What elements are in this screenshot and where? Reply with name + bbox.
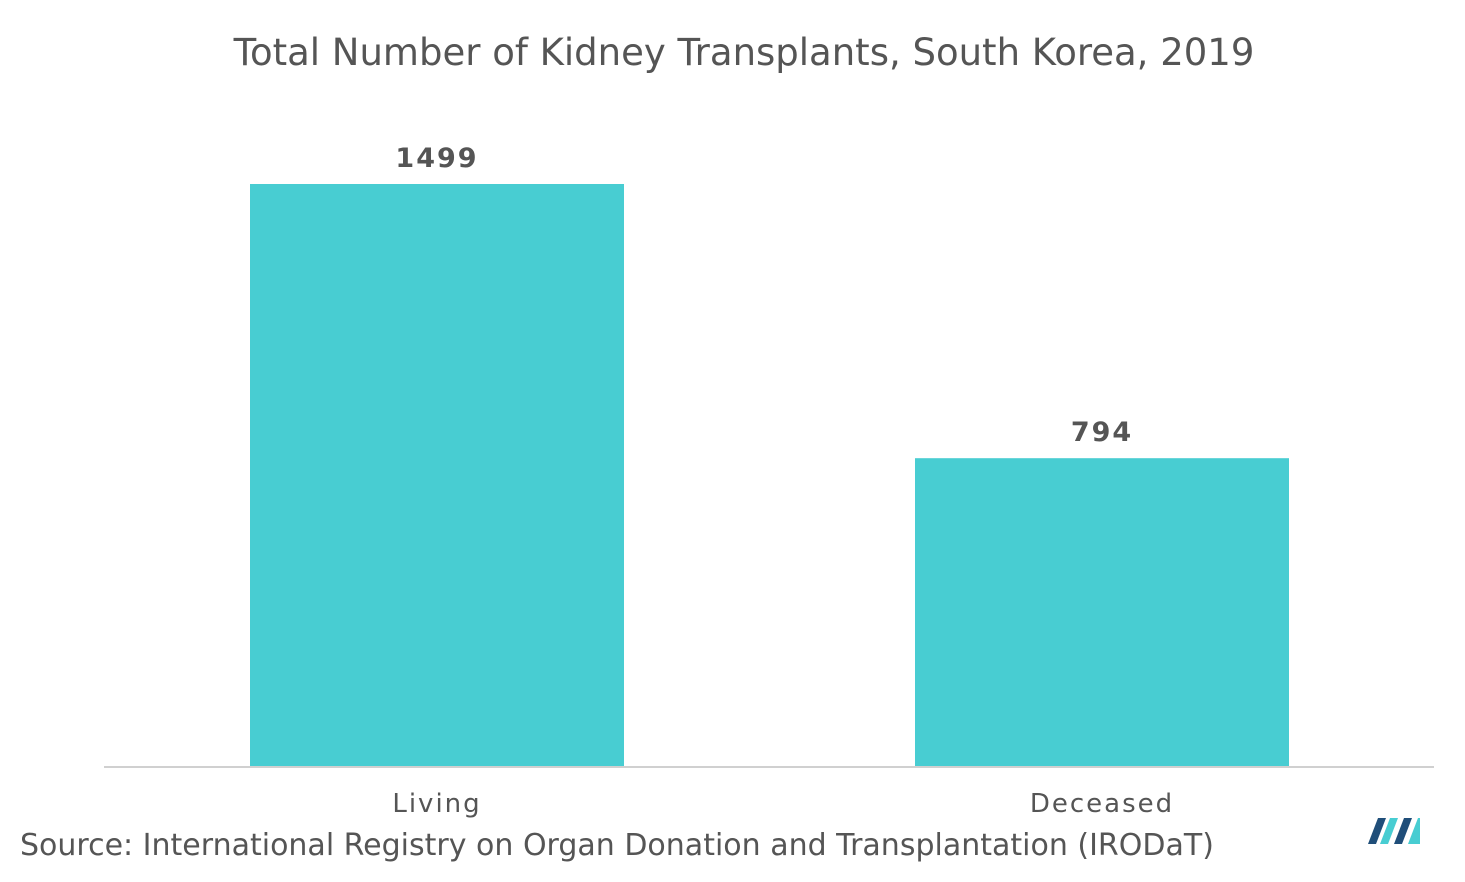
- data-label-living: 1499: [395, 143, 478, 174]
- x-tick-label-living: Living: [392, 789, 481, 819]
- value-labels-layer: 1499 794: [395, 143, 1133, 448]
- bars-layer: [250, 184, 1289, 767]
- x-tick-label-deceased: Deceased: [1030, 789, 1174, 819]
- bar-living: [250, 184, 624, 767]
- brand-logo-icon: [1368, 818, 1420, 844]
- source-note: Source: International Registry on Organ …: [20, 828, 1214, 863]
- bar-deceased: [915, 458, 1289, 767]
- chart-title: Total Number of Kidney Transplants, Sout…: [233, 31, 1255, 74]
- x-tick-labels-layer: Living Deceased: [392, 789, 1174, 819]
- data-label-deceased: 794: [1071, 417, 1133, 448]
